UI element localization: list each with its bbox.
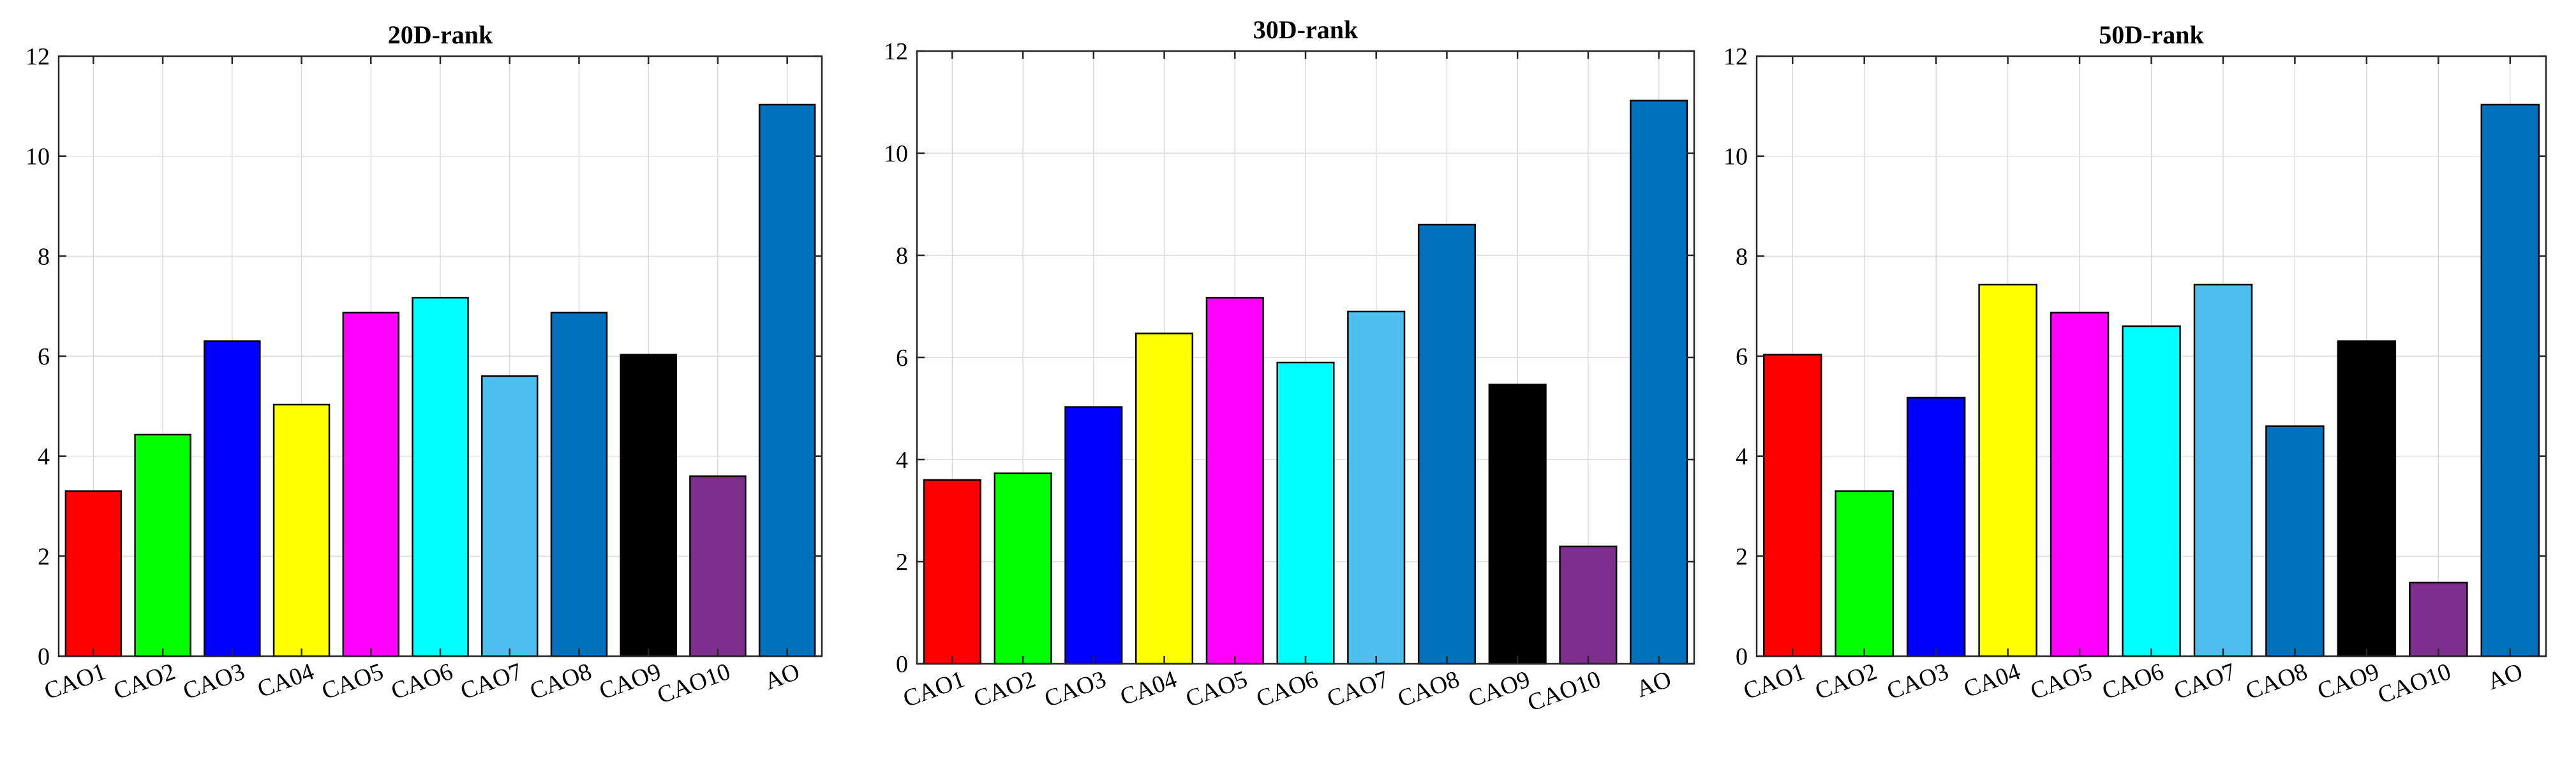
y-tick-label: 0 [896, 651, 908, 678]
y-tick-label: 10 [1724, 144, 1748, 170]
bar-cao3 [204, 340, 261, 657]
bar-cao10 [2409, 581, 2468, 657]
bar-cao7 [1347, 310, 1406, 665]
x-tick-label: CAO6 [387, 658, 456, 705]
x-tick-label: CAO2 [110, 658, 179, 705]
y-tick-label: 8 [896, 243, 908, 269]
x-tick-label: CAO5 [318, 658, 387, 705]
bar-cao5 [342, 311, 400, 657]
bar-cao10 [1559, 545, 1618, 665]
bar-cao8 [2265, 425, 2325, 657]
bar-cao2 [1835, 490, 1894, 657]
x-tick-label: CAO3 [1041, 666, 1110, 712]
bar-cao8 [550, 311, 608, 657]
x-tick-label: CAO6 [2099, 658, 2168, 705]
x-tick-label: CAO1 [900, 666, 969, 712]
x-tick-label: CAO10 [654, 658, 734, 709]
x-tick-label: CAO8 [1394, 666, 1463, 712]
x-tick-label: AO [761, 658, 803, 695]
x-tick-label: CAO9 [596, 658, 665, 705]
bar-ca04 [1978, 283, 2037, 657]
bar-ao [2480, 103, 2540, 657]
bar-ao [758, 103, 816, 657]
y-tick-label: 4 [1736, 444, 1748, 470]
bar-cao5 [1205, 297, 1264, 665]
x-tick-label: CAO3 [1884, 658, 1953, 705]
x-tick-label: CAO1 [41, 658, 110, 705]
bar-cao9 [2337, 340, 2397, 657]
bar-cao7 [480, 375, 539, 657]
x-tick-label: CAO7 [1323, 666, 1392, 712]
x-tick-label: CAO9 [2314, 658, 2383, 705]
x-tick-label: CAO1 [1740, 658, 1809, 705]
x-tick-label: AO [2484, 658, 2526, 695]
chart-title: 30D-rank [1253, 15, 1359, 44]
x-tick-label: CA04 [1117, 666, 1180, 711]
x-tick-label: CA04 [254, 658, 318, 703]
x-tick-label: CAO5 [1182, 666, 1251, 712]
bar-cao6 [412, 297, 469, 657]
bar-cao7 [2193, 283, 2253, 657]
x-tick-label: CAO8 [526, 658, 595, 705]
y-tick-label: 6 [38, 343, 50, 370]
chart-title: 20D-rank [388, 20, 493, 49]
y-tick-label: 2 [38, 543, 50, 570]
y-tick-label: 4 [896, 447, 908, 474]
x-tick-label: CAO7 [2170, 658, 2239, 705]
y-tick-label: 12 [1724, 43, 1748, 70]
x-tick-label: CAO10 [2374, 658, 2454, 709]
x-tick-label: CAO3 [179, 658, 248, 705]
x-tick-label: CAO6 [1253, 666, 1322, 712]
x-tick-label: CAO7 [457, 658, 526, 705]
bar-ca04 [272, 403, 331, 657]
bar-ca04 [1135, 333, 1194, 665]
bar-cao6 [2122, 325, 2181, 657]
y-tick-label: 6 [896, 345, 908, 371]
y-tick-label: 10 [884, 140, 908, 167]
bar-cao6 [1276, 361, 1335, 665]
bar-cao1 [64, 490, 123, 657]
bar-cao9 [1488, 384, 1547, 665]
bar-cao2 [134, 433, 191, 657]
y-tick-label: 12 [26, 43, 50, 70]
x-tick-label: CA04 [1960, 658, 2024, 703]
x-tick-label: AO [1633, 666, 1675, 703]
bar-cao1 [923, 479, 981, 665]
y-tick-label: 0 [1736, 643, 1748, 670]
x-tick-label: CAO8 [2242, 658, 2311, 705]
y-tick-label: 12 [884, 38, 908, 65]
bar-cao3 [1906, 396, 1966, 657]
bar-cao9 [620, 354, 677, 657]
bar-ao [1630, 100, 1688, 665]
x-tick-label: CAO5 [2027, 658, 2096, 705]
y-tick-label: 8 [38, 243, 50, 270]
bar-cao2 [994, 472, 1052, 665]
x-tick-label: CAO9 [1465, 666, 1534, 712]
bar-cao8 [1417, 223, 1476, 665]
bar-cao3 [1064, 406, 1123, 665]
y-tick-label: 6 [1736, 343, 1748, 370]
x-tick-label: CAO2 [1812, 658, 1880, 705]
bar-cao5 [2050, 311, 2110, 657]
bar-cao10 [689, 475, 747, 657]
y-tick-label: 2 [1736, 543, 1748, 570]
bar-cao1 [1762, 354, 1822, 657]
y-tick-label: 8 [1736, 243, 1748, 270]
x-tick-label: CAO2 [971, 666, 1039, 712]
y-tick-label: 10 [26, 144, 50, 170]
y-tick-label: 2 [896, 549, 908, 576]
y-tick-label: 4 [38, 444, 50, 470]
x-tick-label: CAO10 [1524, 666, 1604, 717]
chart-title: 50D-rank [2099, 20, 2204, 49]
y-tick-label: 0 [38, 643, 50, 670]
